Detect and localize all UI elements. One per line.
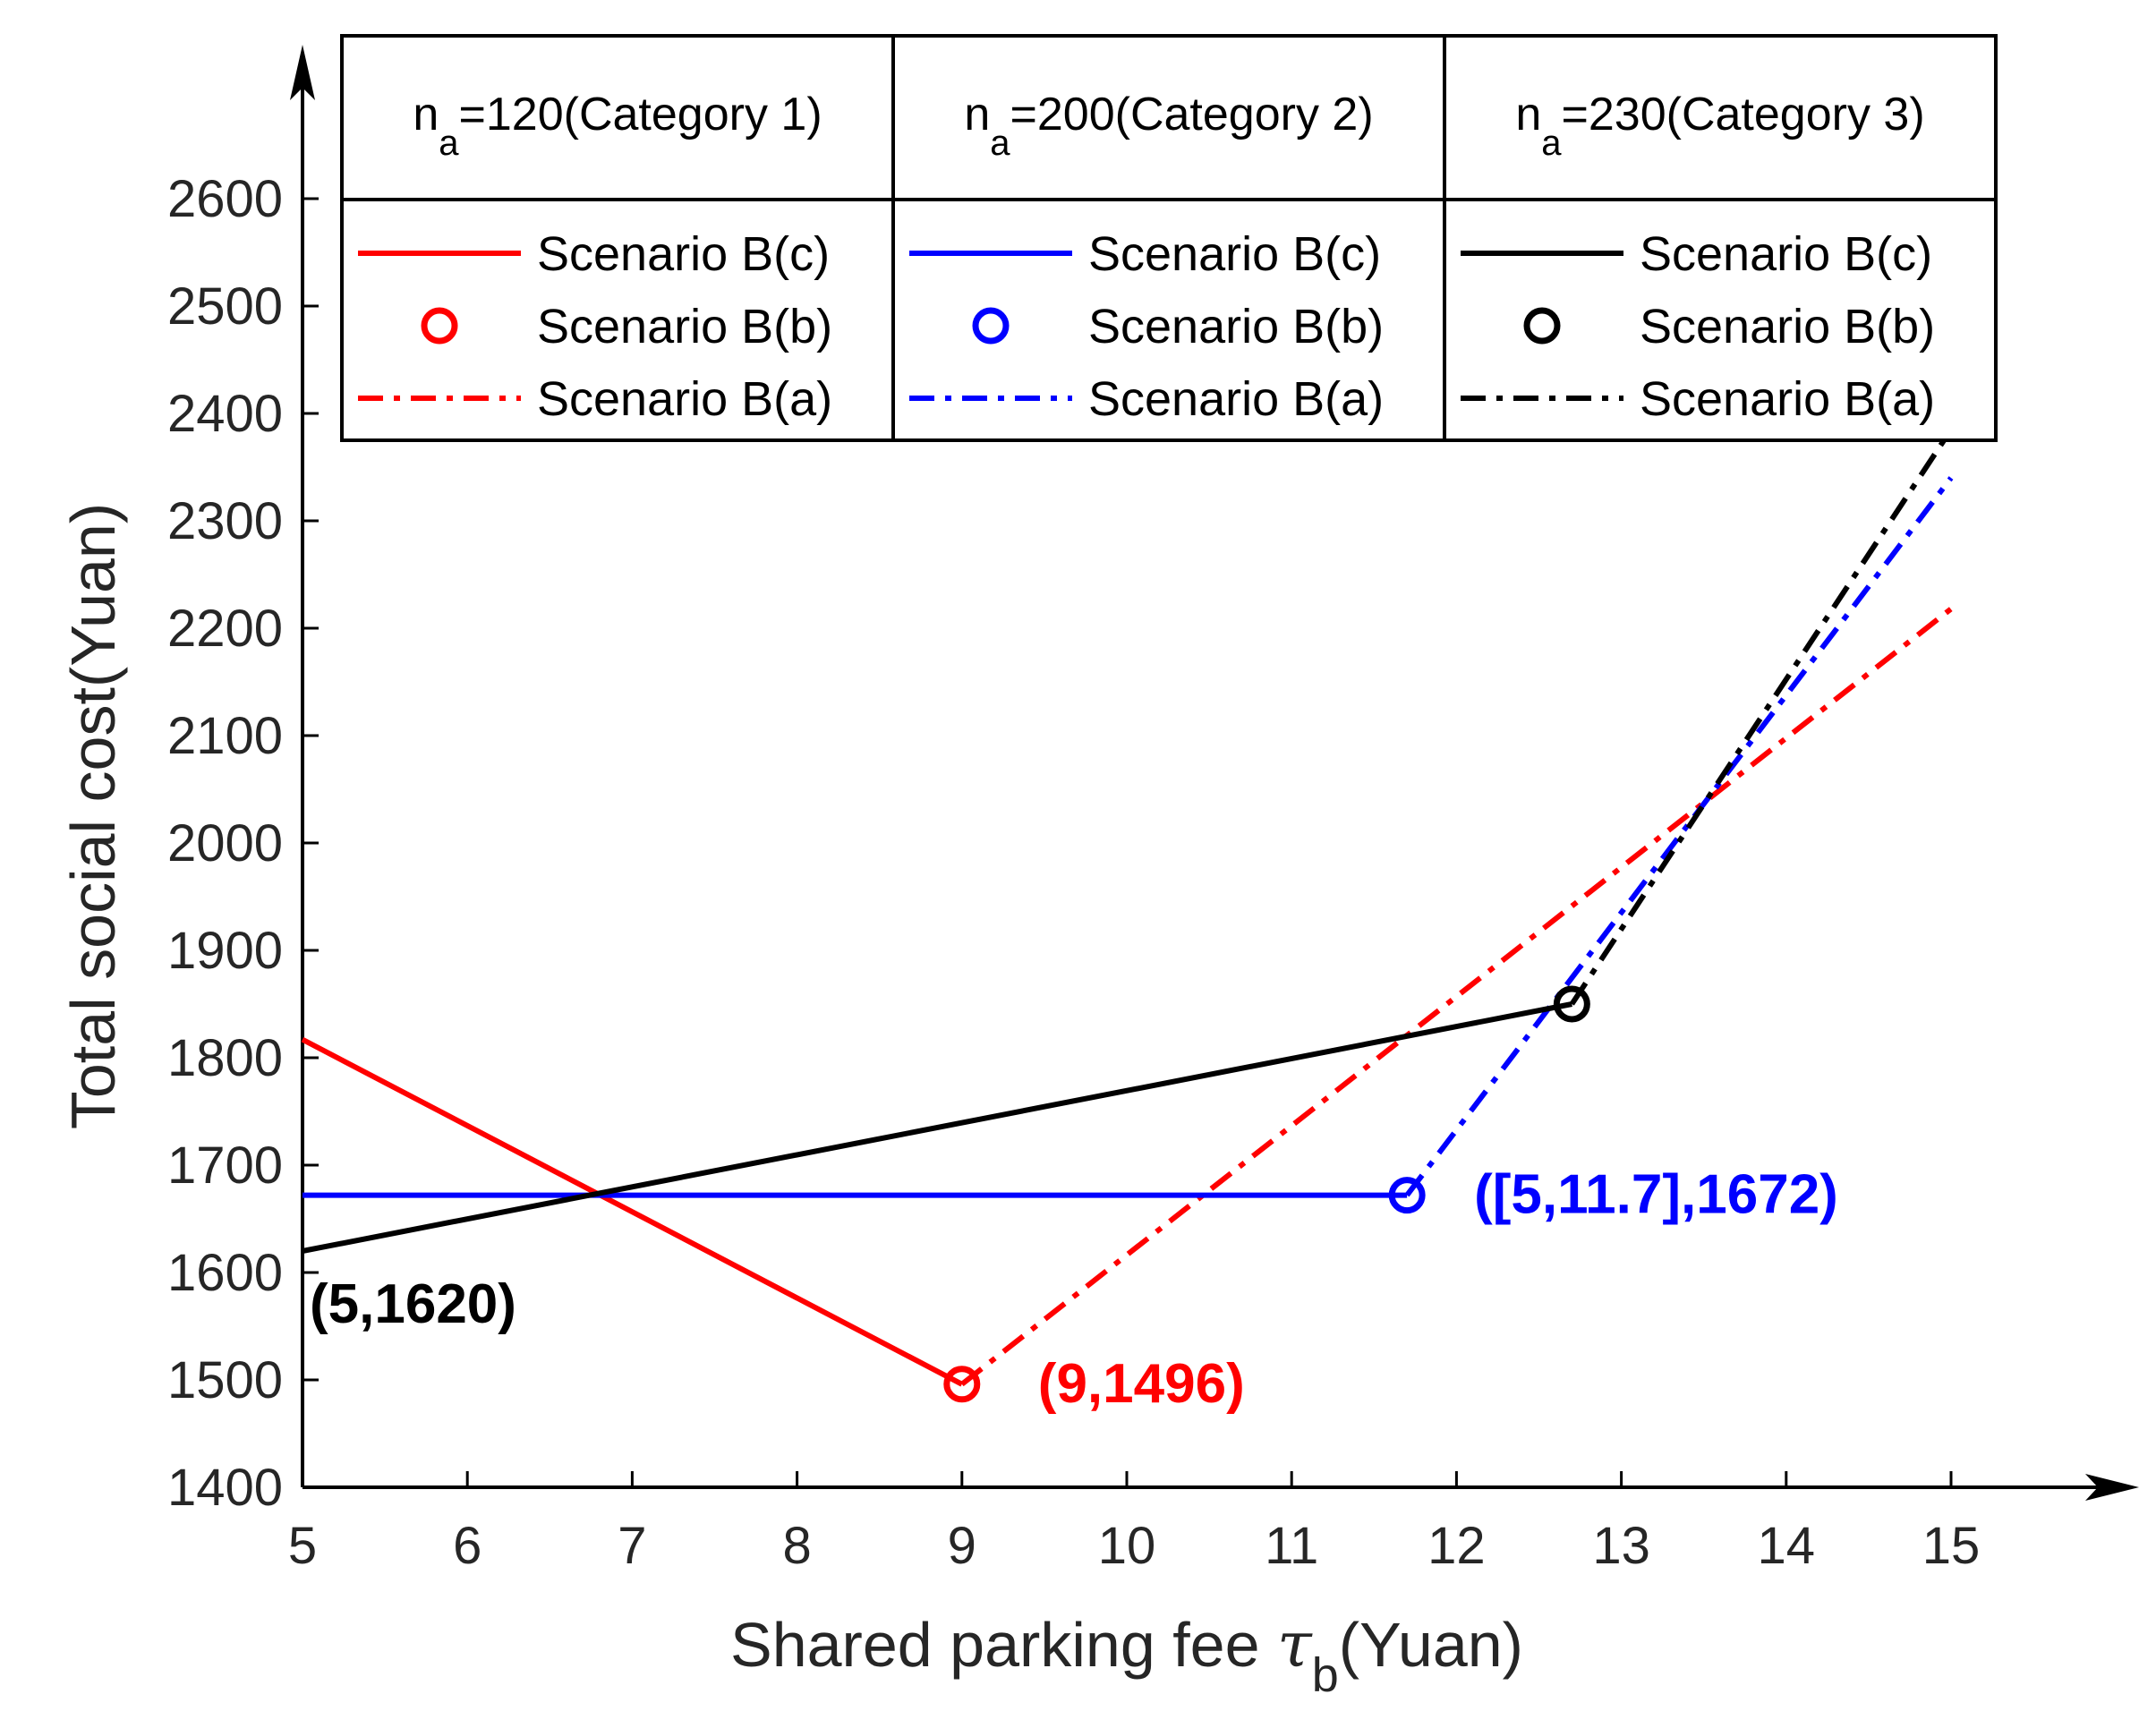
series-c-line-cat3 [302, 1001, 1572, 1254]
legend-entry-label: Scenario B(a) [1640, 372, 1935, 426]
x-tick-label: 11 [1265, 1517, 1318, 1575]
series-b-point-cat3 [1553, 985, 1590, 1023]
legend-swatch-b [1523, 307, 1561, 345]
x-axis-arrow [2085, 1474, 2139, 1501]
y-tick-label: 2000 [167, 814, 283, 873]
legend-entry-label: Scenario B(c) [1088, 227, 1381, 281]
x-tick-label: 10 [1098, 1517, 1156, 1575]
annotation-label: (5,1620) [310, 1273, 516, 1335]
y-tick-label: 2300 [167, 492, 283, 550]
y-tick-label: 1400 [167, 1459, 283, 1517]
annotation-label: ([5,11.7],1672) [1474, 1164, 1838, 1226]
series-markers [943, 985, 1590, 1403]
legend: na=120(Category 1) Scenario B(c) Scenario … [340, 34, 1998, 442]
y-axis-arrow [290, 45, 315, 100]
legend-header-cat1: na=120(Category 1) [413, 89, 822, 163]
series-a-line-cat3 [1569, 428, 1954, 1006]
series-c-line-cat1 [301, 1036, 964, 1387]
x-tick-label: 14 [1758, 1517, 1816, 1575]
x-tick-label: 5 [288, 1517, 317, 1575]
series-lines [301, 428, 1954, 1387]
y-tick-label: 1800 [167, 1029, 283, 1087]
legend-entry-label: Scenario B(a) [1088, 372, 1384, 426]
x-tick-label: 6 [453, 1517, 481, 1575]
x-tick-label: 7 [618, 1517, 646, 1575]
legend-swatch-b [972, 307, 1010, 345]
y-tick-label: 2500 [167, 277, 283, 336]
legend-swatch-b [421, 307, 458, 345]
legend-entry-label: Scenario B(b) [1088, 300, 1384, 353]
annotation-label: (9,1496) [1038, 1353, 1245, 1415]
annotations: (5,1620) (9,1496) ([5,11.7],1672) [310, 1164, 1838, 1415]
y-axis-title: Total social cost(Yuan) [58, 503, 128, 1129]
y-tick-label: 2200 [167, 600, 283, 658]
series-b-point-cat2 [1388, 1177, 1426, 1214]
y-tick-label: 1600 [167, 1244, 283, 1302]
y-tick-label: 2600 [167, 170, 283, 228]
y-tick-label: 1900 [167, 922, 283, 980]
x-tick-label: 8 [782, 1517, 811, 1575]
legend-entry-label: Scenario B(c) [537, 227, 830, 281]
legend-entry-label: Scenario B(b) [537, 300, 832, 353]
x-tick-label: 12 [1427, 1517, 1486, 1575]
legend-entry-label: Scenario B(b) [1640, 300, 1935, 353]
axes: 5 6 7 8 9 10 11 12 13 14 15 1400 1500 1600 1700 1800 190… [167, 45, 2139, 1575]
x-tick-label: 15 [1922, 1517, 1981, 1575]
x-tick-label: 13 [1592, 1517, 1650, 1575]
y-tick-label: 2400 [167, 385, 283, 443]
axis-labels: Total social cost(Yuan) Shared parking fe… [58, 503, 1523, 1702]
x-axis-title: Shared parking fee τb(Yuan) [730, 1608, 1523, 1702]
y-tick-label: 1500 [167, 1351, 283, 1409]
x-tick-label: 9 [948, 1517, 976, 1575]
legend-entry-label: Scenario B(a) [537, 372, 832, 426]
legend-header-cat3: na=230(Category 3) [1515, 89, 1924, 163]
y-tick-label: 2100 [167, 707, 283, 765]
y-tick-label: 1700 [167, 1136, 283, 1195]
series-b-point-cat1 [943, 1366, 981, 1403]
series-a-line-cat2 [1404, 476, 1954, 1197]
legend-box [340, 34, 1998, 442]
series-a-line-cat1 [959, 607, 1953, 1387]
legend-header-cat2: na=200(Category 2) [964, 89, 1373, 163]
legend-entry-label: Scenario B(c) [1640, 227, 1932, 281]
